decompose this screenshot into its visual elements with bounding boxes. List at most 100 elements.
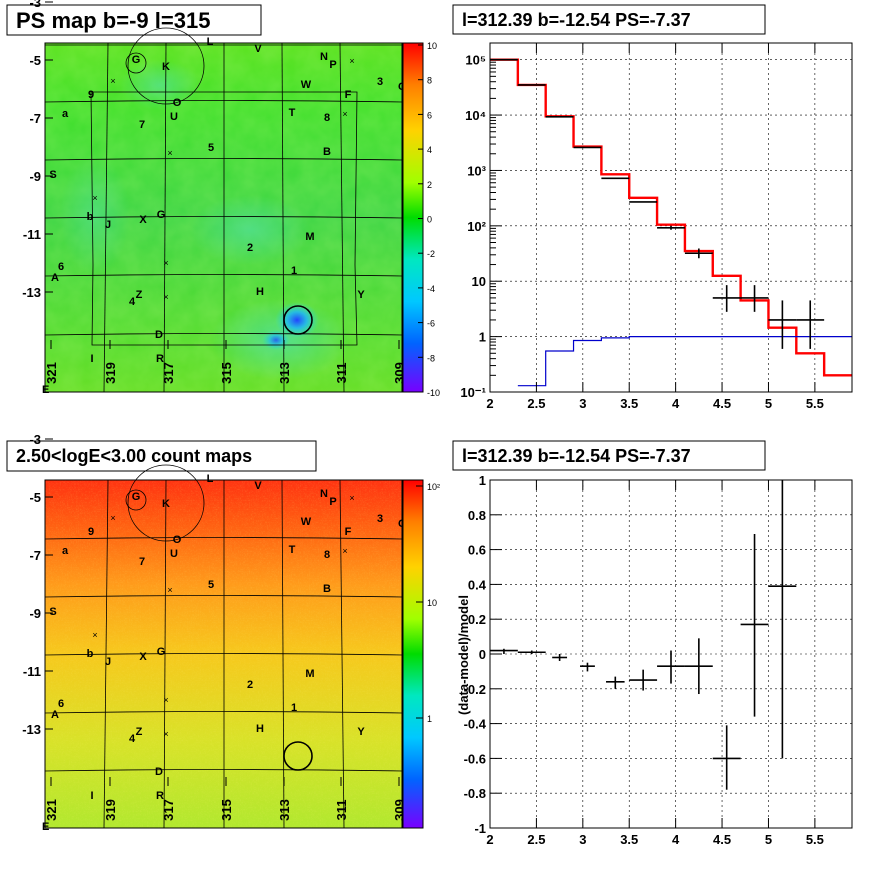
- pulsar-marker: ×: [163, 695, 168, 705]
- source-label-U: U: [170, 111, 178, 123]
- data-point: [768, 300, 797, 349]
- source-label-7: 7: [139, 556, 145, 568]
- source-label-V: V: [254, 480, 262, 492]
- pulsar-marker: ×: [167, 585, 172, 595]
- plot-frame: [489, 42, 853, 393]
- colorbar-tick-label: -4: [427, 284, 435, 294]
- x-tick-label: 313: [277, 799, 292, 821]
- source-label-P: P: [329, 59, 336, 71]
- y-tick-label: -11: [23, 664, 41, 679]
- source-label-4: 4: [129, 733, 136, 745]
- data-point: [657, 650, 685, 684]
- source-label-1: 1: [291, 265, 297, 277]
- source-label-B: B: [323, 146, 331, 158]
- colorbar-tick-label: 2: [427, 180, 432, 190]
- x-tick-label: 2: [486, 832, 493, 847]
- y-tick-label: -0.8: [464, 786, 486, 801]
- data-point: [657, 225, 685, 230]
- spectrum-plot-area: [489, 42, 853, 393]
- y-tick-label: -7: [29, 111, 41, 126]
- source-label-T: T: [289, 544, 296, 556]
- y-tick-label: 10: [472, 274, 486, 289]
- source-label-R: R: [156, 353, 164, 365]
- source-label-V: V: [254, 43, 262, 55]
- y-tick-label: 0.6: [468, 543, 486, 558]
- x-tick-label: 311: [334, 363, 349, 384]
- source-label-X: X: [139, 214, 147, 226]
- count-map-panel: 2.50<logE<3.00 count maps G K L V NP 3 C W F 9 a 7 U…: [6, 432, 440, 833]
- y-tick-label: 10⁴: [465, 108, 486, 123]
- source-label-8: 8: [324, 549, 330, 561]
- y-tick-label: -9: [29, 169, 41, 184]
- x-tick-label: 2.5: [527, 832, 545, 847]
- source-label-5: 5: [208, 579, 214, 591]
- pulsar-marker: ×: [92, 630, 97, 640]
- source-label-G: G: [132, 54, 141, 66]
- y-tick-label: -11: [23, 227, 41, 242]
- x-tick-label: 321: [44, 799, 59, 821]
- source-label-Y: Y: [357, 726, 365, 738]
- source-label-3: 3: [377, 513, 383, 525]
- ps-map-y-ticks: -3 -5 -7 -9 -11 -13: [22, 0, 53, 300]
- data-point: [712, 285, 741, 312]
- y-tick-label: -0.6: [464, 751, 486, 766]
- residual-marks: [490, 480, 797, 790]
- ps-map-panel: PS map b=-9 l=315 G K L V NP 3 C W F 9 a 7 UO T 8 5 B SbJ…: [6, 0, 440, 398]
- pulsar-marker: ×: [167, 148, 172, 158]
- spectrum-title-box: [452, 4, 766, 35]
- pulsar-marker: ×: [342, 546, 347, 556]
- y-tick-label: -1: [474, 821, 486, 836]
- data-point: [552, 654, 568, 661]
- residual-title-box: [452, 440, 766, 471]
- spectrum-axes: 2 2.5 3 3.5 4 4.5 5 5.5 10⁵ 10⁴ 10³ 10² 10 1 10⁻¹: [460, 42, 853, 411]
- x-tick-label: 3: [579, 832, 586, 847]
- colorbar-tick-label: -6: [427, 319, 435, 329]
- x-tick-label: 311: [334, 800, 349, 821]
- source-label-G: G: [157, 209, 166, 221]
- count-map-corner-label: E: [42, 821, 49, 833]
- source-label-2: 2: [247, 242, 253, 254]
- x-tick-label: 317: [161, 362, 176, 384]
- x-tick-label: 319: [103, 799, 118, 821]
- y-tick-label: 1: [479, 473, 486, 488]
- source-label-Z: Z: [136, 289, 143, 301]
- source-label-b: b: [87, 648, 94, 660]
- source-label-L: L: [207, 473, 214, 485]
- source-label-4: 4: [129, 296, 136, 308]
- source-label-O: O: [173, 534, 182, 546]
- source-label-C: C: [398, 518, 406, 530]
- spectrum-marks: [490, 58, 852, 387]
- y-tick-label: 0.4: [468, 577, 487, 592]
- source-label-D: D: [155, 766, 163, 778]
- source-label-8: 8: [324, 112, 330, 124]
- colorbar-tick-label: -2: [427, 249, 435, 259]
- y-tick-label: -5: [29, 53, 41, 68]
- x-tick-label: 3: [579, 396, 586, 411]
- x-tick-label: 5.5: [806, 396, 824, 411]
- y-tick-label: -3: [29, 432, 41, 447]
- x-tick-label: 319: [103, 362, 118, 384]
- source-label-X: X: [139, 651, 147, 663]
- colorbar-tick-label: -10: [427, 388, 440, 398]
- x-tick-label: 3.5: [620, 396, 638, 411]
- x-tick-label: 2: [486, 396, 493, 411]
- source-label-N: N: [320, 51, 328, 63]
- source-label-O: O: [173, 97, 182, 109]
- source-label-5: 5: [208, 142, 214, 154]
- count-map-title-box: [6, 440, 317, 472]
- y-tick-label: -13: [22, 285, 41, 300]
- y-tick-label: -7: [29, 548, 41, 563]
- source-label-F: F: [345, 526, 352, 538]
- source-label-R: R: [156, 790, 164, 802]
- source-label-a: a: [62, 108, 69, 120]
- count-map-y-ticks: -3 -5 -7 -9 -11 -13: [22, 432, 53, 737]
- source-label-H: H: [256, 723, 264, 735]
- x-tick-label: 2.5: [527, 396, 545, 411]
- source-label-7: 7: [139, 119, 145, 131]
- data-point: [517, 650, 546, 654]
- ps-map-title-box: [6, 4, 262, 36]
- colorbar-tick-label: 0: [427, 215, 432, 225]
- source-label-W: W: [301, 79, 312, 91]
- x-tick-label: 5: [765, 832, 772, 847]
- colorbar-tick-label: 4: [427, 145, 432, 155]
